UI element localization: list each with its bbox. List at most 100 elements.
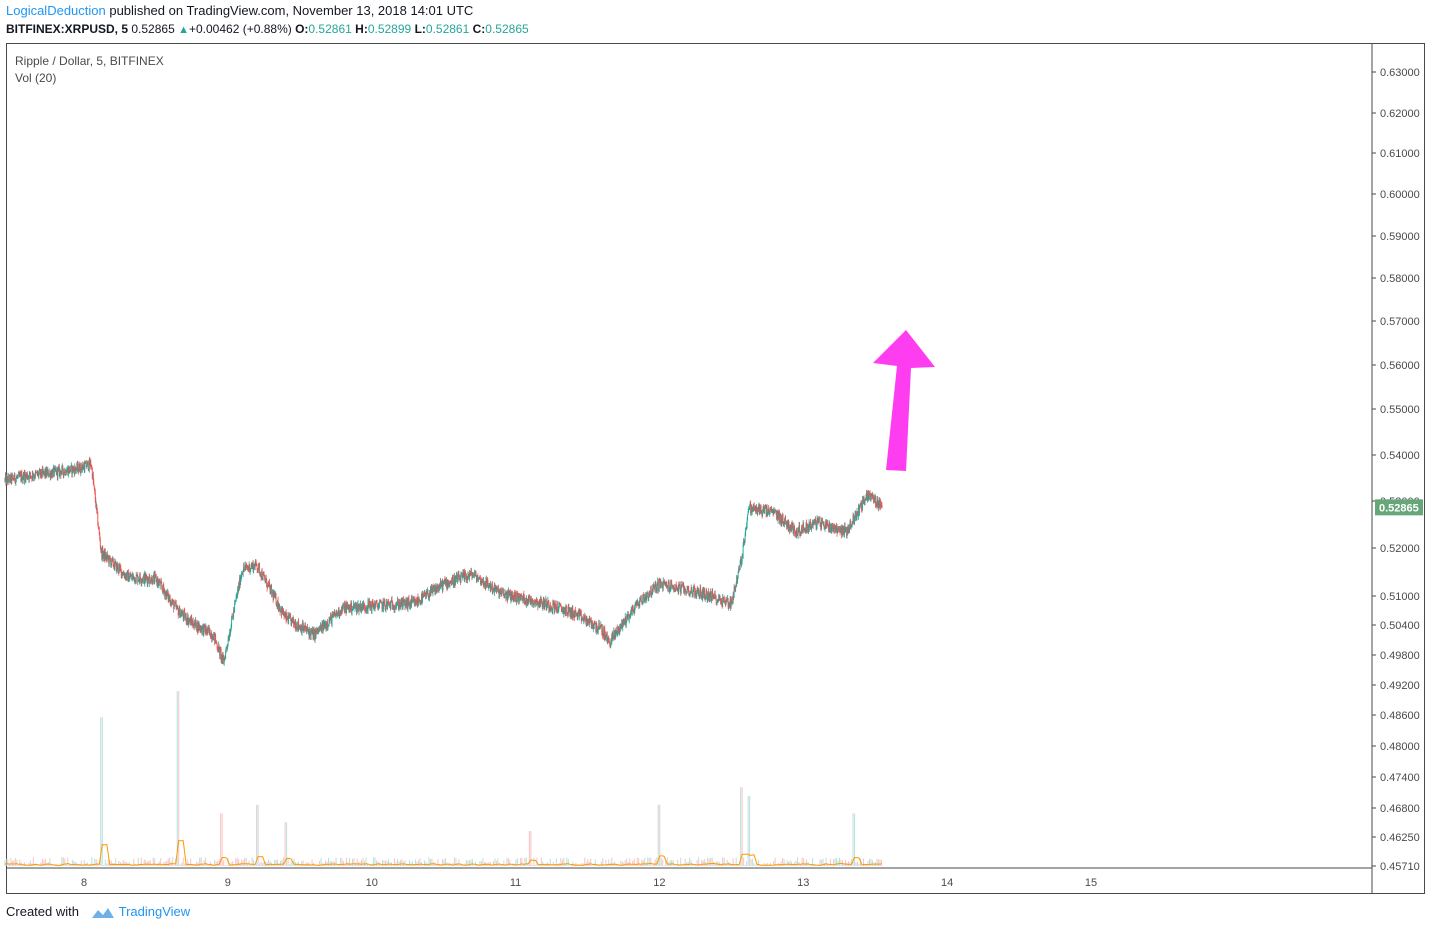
volume-bar [172,857,174,866]
candle-body [837,528,839,532]
time-axis[interactable]: 8 9 10 11 12 13 14 15 [81,877,1097,889]
candle-body [21,479,23,481]
volume-bar [567,859,569,866]
candle-body [384,600,385,606]
volume-bar [476,864,478,866]
tradingview-link[interactable]: TradingView [118,904,191,919]
candle-body [434,586,436,594]
candle-body [393,608,394,610]
author-link[interactable]: LogicalDeduction [6,3,106,18]
candle-body [530,599,532,604]
volume-bar [103,865,105,866]
candle-body [41,469,43,477]
candle-body [598,622,600,627]
candle-body [701,592,703,599]
candle-body [291,619,292,625]
candle-body [632,608,634,612]
volume-bar [552,861,554,866]
candle-body [517,594,519,601]
candle-body [650,586,652,595]
candle-body [12,477,14,480]
candle-body [114,561,116,563]
price-axis[interactable]: 0.630000.620000.610000.600000.590000.580… [7,44,1423,893]
volume-bar [653,863,655,866]
candle-body [675,584,677,592]
candle-body [815,523,817,528]
candle-body [773,509,775,511]
candle-body [189,619,191,621]
candle-body [819,518,820,519]
candle-body [742,555,744,558]
candle-body [76,464,78,470]
candle-body [269,582,271,587]
candle-body [457,577,458,583]
candle-body [845,527,846,533]
candle-body [663,582,665,583]
candle-body [816,518,818,526]
candle-body [394,608,395,610]
candle-body [421,594,423,603]
candle-body [321,624,323,633]
volume-bar [575,862,577,866]
candle-body [116,564,118,570]
volume-bar [257,804,259,866]
candle-body [764,506,766,511]
candle-body [534,602,536,604]
candle-body [403,598,404,603]
candle-body [804,528,806,531]
candle-body [164,591,166,597]
candle-body [491,584,493,589]
candle-body [114,561,116,569]
candle-body [306,627,308,630]
volume-legend[interactable]: Vol (20) [15,71,57,85]
candle-body [712,592,714,599]
candle-body [165,591,167,594]
volume-bar [453,857,455,866]
candle-body [610,640,612,647]
candle-body [191,621,193,626]
candle-body [90,461,92,467]
candle-body [50,472,52,477]
candle-body [345,604,346,610]
volume-bar [118,860,120,866]
candle-body [236,595,238,598]
candle-body [230,630,232,634]
candle-body [831,523,833,526]
candle-body [637,603,639,606]
candle-body [211,633,213,640]
candle-body [275,594,277,597]
candle-body [90,466,92,467]
volume-bar [205,857,207,866]
candle-body [342,604,344,610]
candle-body [210,636,212,639]
candle-body [208,627,210,629]
candle-body [139,574,141,581]
candle-body [734,589,736,590]
candle-body [690,587,692,593]
candle-body [668,582,670,584]
candle-body [365,607,366,610]
candle-body [793,525,795,530]
volume-bar [854,813,856,866]
candle-body [484,584,485,586]
candle-body [526,601,528,603]
candle-body [445,581,447,585]
candle-body [371,607,372,611]
candle-body [157,579,159,585]
volume-bar [752,858,754,866]
candle-body [67,468,69,476]
annotation-layer[interactable] [873,330,935,471]
series-legend[interactable]: Ripple / Dollar, 5, BITFINEX [15,54,164,68]
volume-bar [764,863,766,866]
candle-body [643,594,645,602]
candle-body [272,591,274,593]
candle-body [352,607,354,609]
chart-frame[interactable] [6,43,1425,894]
price-tick-label: 0.60000 [1380,189,1420,201]
candle-body [663,580,665,583]
candle-body [781,514,783,524]
candle-body [488,585,490,588]
volume-bar [600,861,602,866]
candle-body [431,587,432,594]
